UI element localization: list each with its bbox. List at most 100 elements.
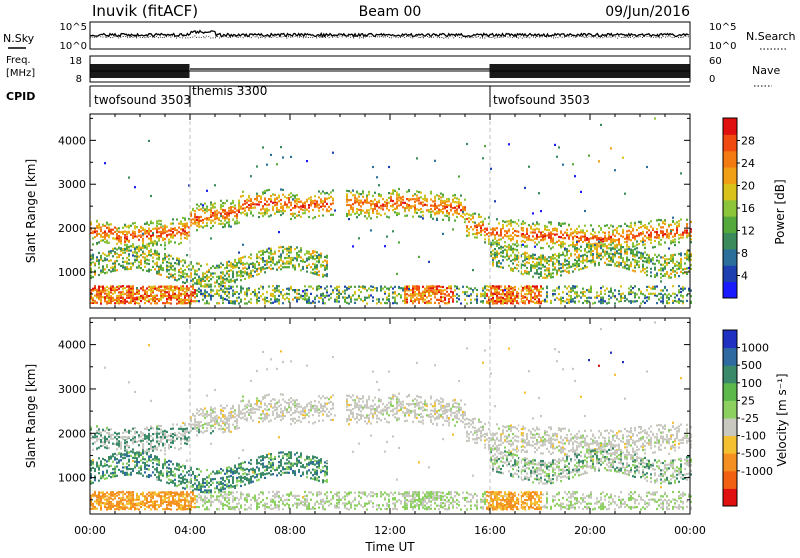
range-cell xyxy=(528,271,530,273)
range-cell xyxy=(634,254,636,256)
range-cell xyxy=(584,234,586,236)
range-cell xyxy=(526,239,528,241)
range-cell xyxy=(376,203,378,205)
range-cell xyxy=(108,253,110,255)
range-cell xyxy=(104,296,106,298)
range-cell xyxy=(262,191,264,193)
range-cell xyxy=(544,235,546,237)
range-cell xyxy=(212,272,214,274)
range-cell xyxy=(336,296,338,298)
range-cell xyxy=(450,209,452,211)
range-cell xyxy=(332,152,334,154)
range-cell xyxy=(512,302,514,304)
range-cell xyxy=(176,218,178,220)
range-cell xyxy=(280,265,282,267)
range-cell xyxy=(440,286,442,288)
range-cell xyxy=(358,297,360,299)
range-cell xyxy=(272,302,274,304)
range-cell xyxy=(248,195,250,197)
range-cell xyxy=(506,302,508,304)
range-cell xyxy=(420,208,422,210)
range-cell xyxy=(644,240,646,242)
range-cell xyxy=(540,234,542,236)
range-cell xyxy=(660,239,662,241)
range-cell xyxy=(660,267,662,269)
range-cell xyxy=(636,260,638,262)
range-cell xyxy=(622,157,624,159)
range-cell xyxy=(538,228,540,230)
range-cell xyxy=(570,253,572,255)
range-cell xyxy=(536,228,538,230)
range-cell xyxy=(208,276,210,278)
range-cell xyxy=(466,225,468,227)
range-cell xyxy=(200,289,202,291)
range-cell xyxy=(598,262,600,264)
range-cell xyxy=(496,302,498,304)
range-cell xyxy=(564,255,566,257)
range-cell xyxy=(566,267,568,269)
range-cell xyxy=(174,293,176,295)
range-cell xyxy=(514,289,516,291)
range-cell xyxy=(166,288,168,290)
range-cell xyxy=(516,249,518,251)
range-cell xyxy=(404,202,406,204)
range-cell xyxy=(244,256,246,258)
range-cell xyxy=(570,301,572,303)
range-cell xyxy=(102,232,104,234)
range-cell xyxy=(448,204,450,206)
range-cell xyxy=(134,255,136,257)
range-cell xyxy=(680,295,682,297)
range-cell xyxy=(686,273,688,275)
range-cell xyxy=(184,300,186,302)
range-cell xyxy=(106,297,108,299)
range-cell xyxy=(626,241,628,243)
range-cell xyxy=(562,266,564,268)
range-cell xyxy=(98,289,100,291)
range-cell xyxy=(124,302,126,304)
range-cell xyxy=(480,293,482,295)
range-cell xyxy=(126,268,128,270)
range-cell xyxy=(560,263,562,265)
range-cell xyxy=(266,164,268,166)
range-cell xyxy=(238,261,240,263)
range-cell xyxy=(126,261,128,263)
range-cell xyxy=(576,260,578,262)
range-cell xyxy=(294,267,296,269)
range-cell xyxy=(336,293,338,295)
range-cell xyxy=(114,270,116,272)
range-cell xyxy=(264,203,266,205)
range-cell xyxy=(522,223,524,225)
range-cell xyxy=(512,298,514,300)
range-cell xyxy=(342,291,344,293)
range-cell xyxy=(122,297,124,299)
range-cell xyxy=(650,293,652,295)
range-cell xyxy=(484,293,486,295)
range-cell xyxy=(168,288,170,290)
range-cell xyxy=(248,276,250,278)
range-cell xyxy=(602,249,604,251)
range-cell xyxy=(590,224,592,226)
range-cell xyxy=(292,289,294,291)
range-cell xyxy=(362,190,364,192)
range-cell xyxy=(142,227,144,229)
range-cell xyxy=(636,229,638,231)
range-cell xyxy=(672,300,674,302)
range-cell xyxy=(164,302,166,304)
range-cell xyxy=(442,219,444,221)
range-cell xyxy=(128,250,130,252)
range-cell xyxy=(534,224,536,226)
range-cell xyxy=(390,286,392,288)
freq-bars xyxy=(90,64,690,78)
range-cell xyxy=(142,289,144,291)
range-cell xyxy=(166,301,168,303)
range-cell xyxy=(616,298,618,300)
range-cell xyxy=(146,294,148,296)
range-cell xyxy=(608,255,610,257)
range-cell xyxy=(378,213,380,215)
range-cell xyxy=(240,259,242,261)
colorbar-swatch xyxy=(723,151,737,168)
range-cell xyxy=(570,244,572,246)
range-cell xyxy=(224,202,226,204)
range-cell xyxy=(420,295,422,297)
